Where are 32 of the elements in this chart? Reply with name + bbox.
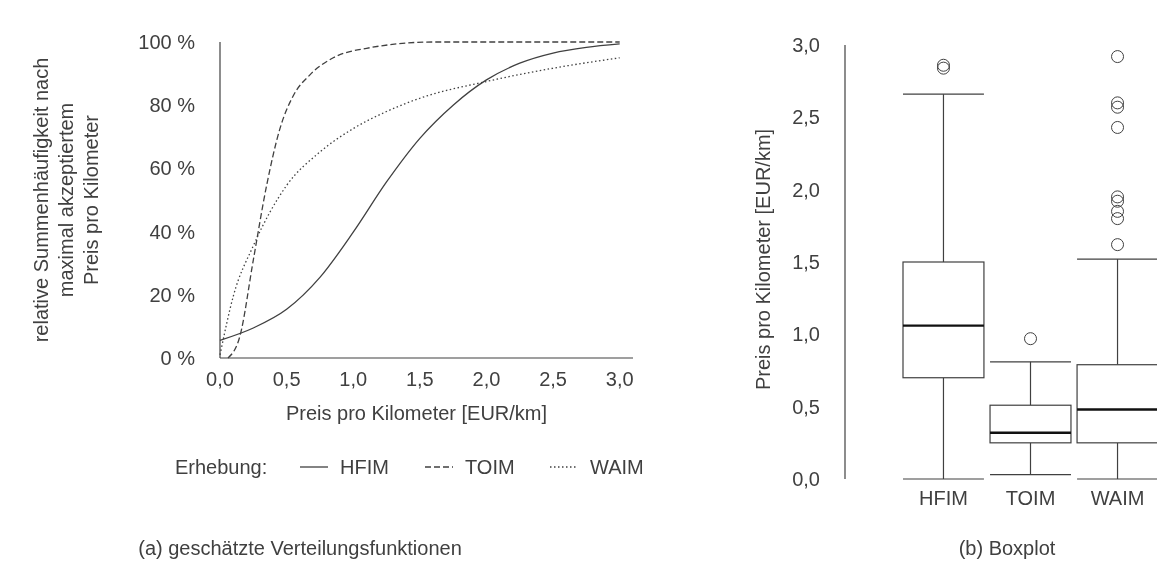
legend-label: WAIM bbox=[590, 456, 644, 478]
x-tick-label: 1,5 bbox=[405, 368, 434, 390]
y-tick-label: 3,0 bbox=[792, 34, 820, 56]
x-tick-label: TOIM bbox=[1005, 487, 1056, 509]
y-tick-label: 0,0 bbox=[792, 468, 820, 490]
x-tick-label: 1,0 bbox=[339, 368, 368, 390]
y-tick-label: 100 % bbox=[138, 31, 196, 53]
y-tick-label: 80 % bbox=[149, 94, 196, 117]
x-tick-label: 2,0 bbox=[472, 368, 501, 390]
x-tick-label: 0,0 bbox=[206, 368, 234, 390]
y-tick-label: 1,5 bbox=[792, 251, 820, 273]
x-tick-label: 2,5 bbox=[539, 368, 567, 390]
y-tick-label: 2,5 bbox=[792, 106, 820, 129]
legend-label: TOIM bbox=[465, 456, 515, 478]
y-tick-label: 60 % bbox=[149, 157, 196, 180]
x-axis-title: Preis pro Kilometer [EUR/km] bbox=[285, 402, 548, 424]
x-tick-label: WAIM bbox=[1090, 487, 1145, 509]
y-tick-label: 0 % bbox=[160, 347, 196, 369]
text: (a) geschätzte Verteilungsfunktionen bbox=[138, 537, 462, 559]
x-tick-label: HFIM bbox=[919, 487, 968, 509]
y-tick-label: 0,5 bbox=[792, 395, 820, 418]
x-tick-label: 3,0 bbox=[605, 368, 634, 390]
y-axis-title: Preis pro Kilometer [EUR/km] bbox=[752, 128, 774, 391]
y-tick-label: 1,0 bbox=[792, 323, 820, 346]
y-tick-label: 20 % bbox=[149, 283, 196, 306]
y-tick-label: 40 % bbox=[149, 220, 196, 243]
legend-label: HFIM bbox=[340, 456, 389, 478]
legend-title: Erhebung: bbox=[175, 456, 268, 478]
text: (b) Boxplot bbox=[958, 537, 1056, 559]
x-tick-label: 0,5 bbox=[272, 368, 301, 390]
y-axis-title: relative Summenhäufigkeit nach maximal akzeptiertem Preis pro Kilometer bbox=[30, 57, 102, 343]
y-tick-label: 2,0 bbox=[792, 178, 820, 201]
